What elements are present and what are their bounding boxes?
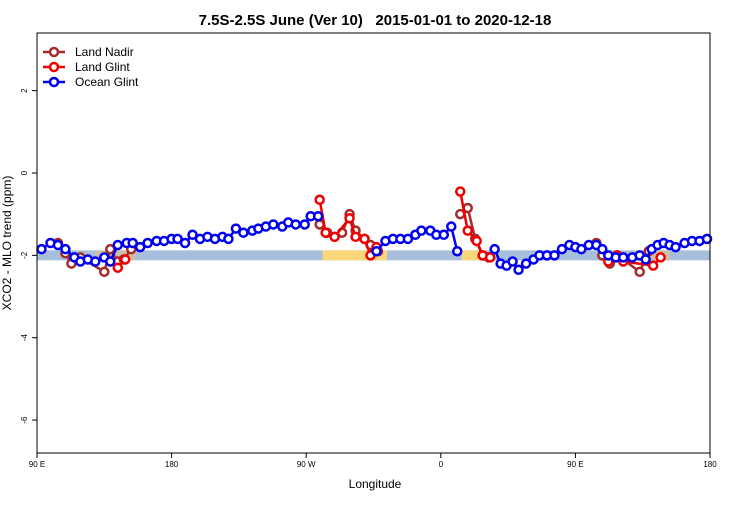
point — [112, 239, 124, 251]
point — [462, 225, 473, 236]
point — [446, 221, 457, 232]
legend-marker — [48, 61, 60, 73]
point — [314, 194, 325, 206]
point — [647, 260, 659, 271]
point — [471, 235, 482, 247]
band-segment — [461, 250, 483, 261]
band-segment — [639, 250, 670, 261]
point — [484, 252, 496, 263]
point — [290, 219, 301, 230]
point — [556, 243, 568, 255]
point — [507, 256, 518, 267]
point — [452, 245, 463, 257]
y-tick-label: -4 — [20, 334, 29, 342]
point — [402, 233, 414, 245]
y-tick-label: -2 — [20, 251, 29, 259]
point — [350, 231, 361, 243]
point — [119, 254, 131, 265]
legend-label: Land Nadir — [75, 45, 134, 59]
point — [549, 250, 560, 261]
point — [344, 213, 355, 224]
y-axis-label: XCO2 - MLO trend (ppm) — [0, 176, 14, 311]
point — [454, 186, 466, 197]
point — [99, 266, 110, 278]
plot — [36, 186, 713, 278]
plot-frame — [36, 32, 711, 454]
point — [371, 245, 382, 257]
series-line — [116, 191, 662, 269]
x-tick-label: 180 — [703, 460, 717, 469]
point — [179, 237, 191, 249]
point — [597, 243, 608, 255]
point — [187, 229, 198, 241]
point — [52, 239, 64, 251]
point — [312, 210, 324, 222]
point — [416, 225, 427, 236]
x-tick-label: 0 — [439, 460, 444, 469]
x-tick-label: 180 — [165, 460, 179, 469]
point — [438, 229, 450, 241]
point — [134, 241, 146, 253]
point — [142, 237, 153, 249]
point — [701, 233, 713, 245]
point — [655, 252, 666, 263]
chart-title: 7.5S-2.5S June (Ver 10) 2015-01-01 to 20… — [199, 12, 552, 29]
point — [618, 252, 629, 263]
legend-label: Ocean Glint — [75, 75, 139, 89]
x-tick-label: 90 W — [297, 460, 316, 469]
point — [634, 266, 645, 278]
band-segment — [322, 250, 387, 261]
point — [238, 227, 249, 238]
point — [489, 243, 500, 255]
point — [670, 241, 681, 253]
point — [299, 219, 310, 230]
point — [105, 256, 116, 267]
point — [60, 243, 71, 255]
point — [513, 264, 524, 276]
point — [268, 219, 279, 230]
band-segment — [95, 250, 136, 261]
point — [172, 233, 183, 245]
point — [90, 256, 101, 267]
point — [640, 254, 651, 265]
legend-marker — [48, 76, 60, 88]
y-tick-label: -6 — [20, 416, 29, 424]
legend-marker — [48, 46, 60, 58]
x-tick-label: 90 E — [29, 460, 45, 469]
axes: 90 E 180 90 W 0 90 E 180 2 0 -2 -4 -6 — [20, 88, 717, 469]
point — [329, 231, 340, 243]
point — [36, 243, 47, 255]
y-tick-label: 0 — [20, 170, 29, 175]
point — [112, 262, 124, 273]
point — [359, 233, 370, 245]
x-axis-label: Longitude — [349, 477, 402, 491]
point — [223, 233, 234, 245]
point — [520, 258, 532, 269]
point — [576, 243, 587, 255]
point — [230, 223, 242, 234]
y-tick-label: 2 — [20, 88, 29, 93]
point — [127, 237, 138, 249]
x-tick-label: 90 E — [567, 460, 583, 469]
legend-label: Land Glint — [75, 60, 130, 74]
point — [105, 243, 116, 255]
point — [320, 227, 331, 238]
